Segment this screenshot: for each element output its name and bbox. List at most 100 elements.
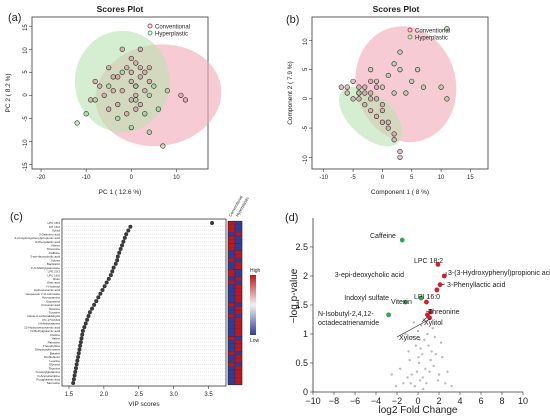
panel-c-heat-legend-high: High (250, 268, 261, 274)
panel-c-heat-cell (234, 291, 243, 296)
panel-c-feature-label: Thymine (48, 366, 60, 370)
panel-c-heat-cell (234, 362, 243, 367)
panel-d-background-point (423, 338, 426, 341)
a-ytick-label: 0 (23, 93, 29, 97)
b-point-conventional (344, 84, 350, 90)
b-point-conventional (350, 96, 356, 102)
panel-d-axis-ticks: −10 −8 −6 −4 −2 0 2 4 6 8 10 0 0.5 1 1.5 2 2.5 (295, 242, 528, 406)
panel-d-ytick-label: 1.5 (295, 300, 308, 310)
panel-c-point (108, 273, 113, 278)
panel-d-background-point (432, 364, 435, 368)
a-point-conventional (97, 83, 103, 89)
panel-c-heat-cell (227, 232, 236, 237)
panel-d-ylabel: −log p-value (289, 268, 300, 323)
panel-d-point (434, 287, 440, 293)
a-point-hyperplastic (151, 83, 157, 89)
panel-c-heat-cell (234, 332, 243, 337)
panel-c-heat-cell (227, 336, 236, 341)
panel-d-xtick-label: 10 (518, 396, 528, 406)
b-xtick-label: 5 (410, 175, 414, 181)
panel-d-background-point (411, 335, 414, 339)
b-point-conventional (368, 107, 374, 114)
panel-d-xtick-label: 6 (478, 396, 483, 406)
panel-c-feature-label: 3-Phenyllactic acid (35, 240, 60, 244)
panel-d-background-point (402, 382, 405, 385)
panel-d-background-point (415, 370, 419, 373)
panel-c-heat-cell (227, 321, 236, 326)
b-point-conventional (356, 96, 362, 102)
a-point-conventional (106, 106, 112, 112)
panel-c-feature-label: Palmitine (48, 340, 61, 344)
panel-a-axis-ticks: -20 -10 0 10 -15 -10 -5 0 5 10 15 (23, 24, 180, 181)
a-point-hyperplastic (133, 83, 139, 89)
panel-c-point (122, 235, 127, 240)
a-point-hyperplastic (83, 111, 89, 117)
panel-c-point (72, 373, 77, 378)
panel-c-feature-label: Cinnamic acid (41, 303, 60, 307)
panel-b-legend: Conventional Hyperplastic (407, 27, 450, 42)
panel-c-point (90, 306, 95, 311)
panel-c-heat-cell (234, 369, 243, 374)
panel-d-point-label-line2: octadecatrienamide (318, 320, 379, 327)
panel-c-heat-cell (234, 221, 243, 225)
panel-c-heat-cell (234, 321, 243, 326)
panel-b-xlabel: Component 1 ( 8 %) (371, 189, 429, 196)
panel-c-feature-label: Theophylline (43, 344, 60, 348)
panel-c-heat-cell (227, 343, 236, 348)
panel-d-background-point (419, 324, 423, 327)
panel-d-point-label: LPI 16:0 (414, 294, 440, 301)
a-xtick-label: -10 (82, 175, 91, 181)
panel-a-letter: (a) (8, 12, 21, 24)
panel-b-legend-conventional: Conventional (415, 29, 450, 35)
panel-c-point (100, 287, 105, 292)
panel-a-legend-hyperplastic: Hyperplastic (155, 32, 188, 38)
a-point-hyperplastic (160, 143, 166, 149)
panel-c-heat-cell (234, 317, 243, 322)
panel-c-heat-cell (234, 325, 243, 330)
panel-a-ellipses (74, 30, 222, 147)
panel-c-heat-cell (227, 354, 236, 359)
panel-c-heat-cell (227, 351, 236, 356)
panel-d-background-point (417, 356, 420, 359)
panel-c-heat-cell (234, 243, 243, 248)
panel-c-feature-label: PC 17:0/16:0 (42, 318, 60, 322)
panel-d-point-label: Caffeine (370, 233, 396, 240)
panel-d-background-point (425, 382, 428, 385)
panel-c-heat-cell (227, 317, 236, 322)
panel-d-background-point (424, 367, 427, 370)
b-point-conventional (362, 84, 368, 90)
panel-c-point (115, 258, 120, 263)
panel-c-point (74, 362, 79, 367)
panel-c-gridlines (62, 222, 226, 384)
panel-c-point (87, 310, 92, 315)
panel-c-heat-cell (234, 299, 243, 304)
panel-c-heat-cell (227, 358, 236, 363)
panel-c-heat-cell (234, 377, 243, 382)
a-point-conventional (128, 69, 134, 75)
panel-c-heat-cell (234, 269, 243, 274)
panel-b-points (338, 26, 450, 160)
panel-d-label-leader (441, 283, 446, 285)
panel-c-letter: (c) (10, 211, 23, 223)
a-point-conventional (137, 65, 143, 71)
panel-a-xlabel: PC 1 ( 12.6 %) (99, 189, 142, 196)
a-point-hyperplastic (106, 83, 112, 89)
panel-d-background-point (404, 332, 407, 336)
panel-d-point (424, 299, 429, 305)
panel-c-xtick-label: 3.0 (169, 392, 178, 398)
b-xtick-label: -10 (319, 175, 328, 181)
panel-c-feature-label: N-Methylglutamic acid (30, 329, 60, 333)
panel-d-xtick-label: −10 (305, 396, 320, 406)
panel-c-feature-label: Oleic acid (47, 281, 61, 285)
a-point-conventional (106, 65, 112, 71)
b-xtick-label: 15 (467, 175, 474, 181)
a-ellipse-hyperplastic (74, 30, 170, 133)
panel-c-heat-cell (227, 366, 236, 371)
panel-c-feature-label: Dethiobiotin (44, 355, 60, 359)
panel-c-heat-cell (234, 273, 243, 278)
panel-d: (d) −10 −8 −6 −4 −2 0 2 4 6 8 10 0 0.5 1 1.5 2 2.5 Caffe… (285, 212, 550, 416)
panel-c-heat-cell (234, 224, 243, 229)
panel-c-heat-cell (227, 254, 236, 259)
panel-c-point (85, 317, 90, 322)
panel-d-point-label: Xylitol (424, 320, 443, 327)
